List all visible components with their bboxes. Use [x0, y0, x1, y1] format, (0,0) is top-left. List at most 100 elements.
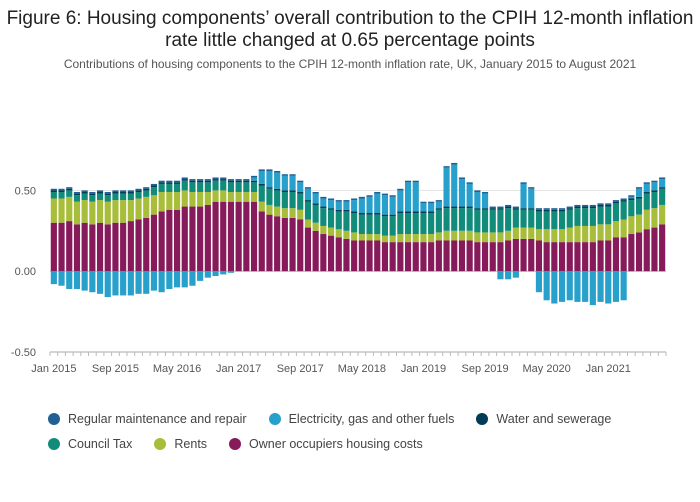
- bar-segment: [351, 211, 358, 214]
- x-tick-label: May 2016: [153, 363, 201, 375]
- bar-segment: [628, 234, 635, 272]
- bar-segment: [320, 206, 327, 209]
- bar-segment: [412, 213, 419, 235]
- legend-item-water-sewerage[interactable]: Water and sewerage: [476, 412, 611, 426]
- bar-segment: [489, 206, 496, 209]
- bar-segment: [535, 208, 543, 210]
- bar-segment: [235, 180, 242, 183]
- bar-segment: [420, 211, 427, 214]
- bar-segment: [366, 213, 373, 215]
- bar-segment: [389, 196, 396, 215]
- bar-segment: [458, 230, 466, 241]
- bar-segment: [474, 242, 481, 272]
- bar-segment: [474, 192, 481, 209]
- bar-segment: [466, 240, 473, 272]
- bar-segment: [528, 227, 535, 239]
- bar-segment: [566, 206, 573, 209]
- bar-segment: [312, 193, 319, 204]
- bar-segment: [551, 229, 558, 243]
- bar-segment: [58, 192, 65, 199]
- bar-segment: [274, 216, 281, 272]
- bar-segment: [574, 208, 581, 226]
- bar-segment: [112, 192, 119, 194]
- bar-segment: [597, 203, 604, 205]
- legend-swatch: [154, 437, 167, 450]
- legend-item-council-tax[interactable]: Council Tax: [48, 437, 132, 451]
- bar-segment: [189, 192, 196, 207]
- bar-segment: [466, 183, 473, 207]
- bar-segment: [320, 198, 327, 207]
- bar-segment: [404, 213, 412, 235]
- bar-segment: [566, 227, 573, 243]
- bar-segment: [528, 209, 535, 228]
- bar-segment: [612, 201, 620, 204]
- bar-segment: [197, 206, 204, 272]
- legend-item-regular-maintenance[interactable]: Regular maintenance and repair: [48, 412, 247, 426]
- bar-segment: [335, 211, 342, 230]
- bar-segment: [50, 190, 57, 193]
- bar-segment: [397, 188, 404, 191]
- bar-segment: [220, 177, 227, 180]
- bar-segment: [243, 179, 250, 181]
- bar-segment: [651, 192, 658, 209]
- bar-segment: [659, 188, 666, 205]
- bar-segment: [489, 209, 496, 233]
- x-tick-label: Jan 2017: [216, 363, 261, 375]
- bar-segment: [327, 208, 335, 210]
- bar-segment: [89, 201, 96, 225]
- bar-segment: [351, 240, 358, 272]
- bar-segment: [158, 182, 165, 184]
- bar-segment: [451, 164, 458, 207]
- bar-segment: [543, 271, 550, 301]
- bar-segment: [651, 190, 658, 193]
- bar-segment: [81, 192, 88, 194]
- bar-segment: [620, 200, 627, 202]
- legend-item-owner-occupiers[interactable]: Owner occupiers housing costs: [229, 437, 423, 451]
- bar-segment: [266, 188, 273, 205]
- bar-segment: [281, 217, 288, 272]
- bar-segment: [543, 242, 550, 272]
- bar-segment: [589, 271, 596, 306]
- bar-segment: [358, 198, 365, 214]
- x-tick-label: Jan 2021: [586, 363, 631, 375]
- bar-segment: [81, 200, 88, 223]
- bar-segment: [458, 177, 466, 180]
- bar-segment: [250, 175, 258, 178]
- bar-segment: [512, 238, 519, 272]
- bar-segment: [574, 225, 581, 243]
- bar-segment: [589, 206, 596, 209]
- bar-segment: [235, 192, 242, 202]
- bar-segment: [620, 219, 627, 238]
- bar-segment: [443, 166, 450, 168]
- bar-segment: [73, 193, 81, 196]
- bar-segment: [89, 193, 96, 196]
- bar-segment: [204, 182, 211, 193]
- bar-segment: [104, 271, 111, 298]
- bar-segment: [374, 214, 381, 235]
- legend-item-electricity-gas-fuels[interactable]: Electricity, gas and other fuels: [268, 411, 455, 426]
- bar-segment: [127, 193, 134, 201]
- legend-item-rents[interactable]: Rents: [154, 437, 207, 451]
- bar-segment: [150, 183, 158, 186]
- bar-segment: [274, 171, 281, 173]
- bar-segment: [635, 196, 643, 199]
- bar-segment: [297, 192, 304, 194]
- bar-segment: [197, 179, 204, 181]
- bar-segment: [659, 177, 666, 180]
- bar-segment: [58, 198, 65, 223]
- bar-segment: [512, 209, 519, 228]
- chart-subtitle: Contributions of housing components to t…: [63, 57, 637, 71]
- y-tick-label: -0.50: [11, 347, 36, 359]
- bar-segment: [551, 271, 558, 304]
- bar-segment: [512, 271, 519, 278]
- bar-segment: [96, 192, 104, 194]
- bar-segment: [574, 242, 581, 272]
- bar-segment: [628, 216, 635, 235]
- bar-segment: [351, 213, 358, 233]
- bar-segment: [582, 242, 589, 272]
- bar-segment: [466, 206, 473, 209]
- bar-segment: [181, 271, 188, 288]
- bar-segment: [120, 190, 127, 193]
- bar-segment: [381, 193, 389, 196]
- legend-label: Electricity, gas and other fuels: [288, 411, 455, 426]
